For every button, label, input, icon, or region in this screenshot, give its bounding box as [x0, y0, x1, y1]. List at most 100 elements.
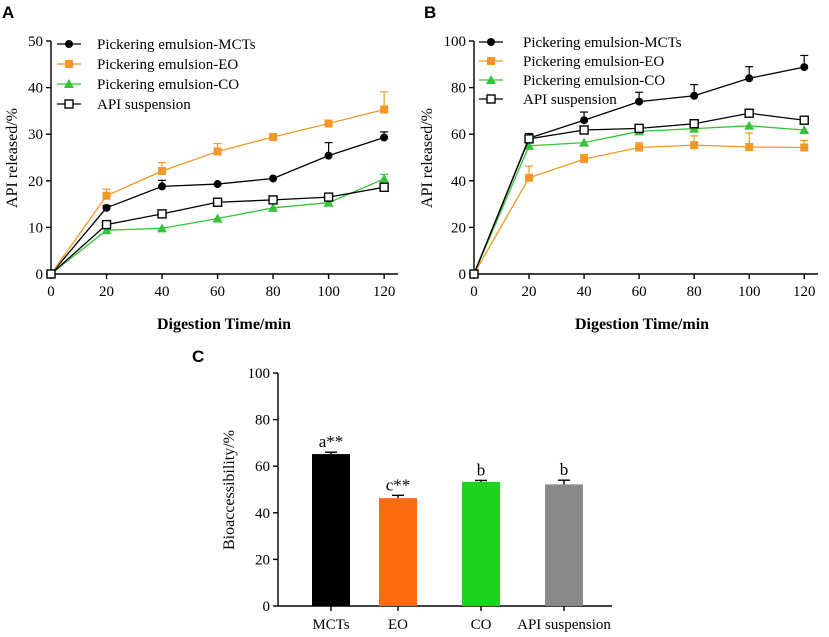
data-point-eo: [324, 119, 333, 128]
legend-marker: [64, 79, 74, 88]
x-tick-label: 100: [317, 284, 340, 300]
bar-group-0: a**: [312, 432, 350, 606]
panel-b-label: B: [424, 3, 436, 22]
legend-marker: [486, 75, 496, 84]
significance-label: c**: [386, 475, 411, 494]
legend-label: Pickering emulsion-CO: [97, 77, 239, 93]
panel-a-label: A: [2, 3, 14, 22]
x-tick-label: 20: [99, 284, 114, 300]
data-point-mcts: [324, 151, 333, 160]
panel-c-label: C: [192, 347, 204, 366]
data-point-eo: [102, 191, 111, 200]
panel-b-ticks: 0 20 40 60 80 100 0 20 40 60 80 100 120: [444, 34, 816, 300]
legend-label: Pickering emulsion-EO: [523, 54, 664, 70]
data-point-api: [157, 209, 167, 219]
bar: [312, 454, 350, 606]
y-tick-label: 100: [444, 34, 467, 50]
data-point-eo: [158, 167, 167, 176]
panel-b: B API released/% Digestion Time/min 0 20 4…: [419, 3, 818, 333]
x-tick-label: EO: [388, 617, 408, 633]
x-tick-label: 120: [373, 284, 396, 300]
bar-group-3: b: [545, 460, 583, 606]
data-point-api: [46, 269, 56, 279]
panel-a: A API released/% Digestion Time/min 0 10 2…: [2, 3, 398, 333]
data-point-mcts: [158, 182, 167, 191]
legend-entry-co: Pickering emulsion-CO: [479, 73, 665, 89]
x-tick-label: CO: [471, 617, 492, 633]
legend-entry-eo: Pickering emulsion-EO: [479, 54, 664, 70]
data-point-eo: [380, 105, 389, 114]
panel-b-x-axis-label: Digestion Time/min: [575, 316, 709, 333]
x-tick-label: MCTs: [312, 617, 349, 633]
data-point-co: [101, 225, 112, 235]
y-tick-label: 40: [28, 81, 43, 97]
data-point-co: [524, 140, 535, 150]
significance-label: b: [560, 460, 569, 479]
legend-entry-api: API suspension: [479, 92, 617, 108]
data-point-co: [579, 137, 590, 147]
data-point-eo: [690, 141, 699, 150]
legend-label: Pickering emulsion-CO: [523, 73, 665, 89]
y-tick-label: 100: [248, 366, 271, 382]
data-point-api: [323, 192, 334, 202]
series-line-eo: [50, 108, 385, 275]
x-tick-label: 40: [577, 284, 592, 300]
y-tick-label: 10: [28, 220, 43, 236]
legend-label: Pickering emulsion-MCTs: [97, 37, 256, 53]
significance-label: b: [477, 460, 486, 479]
panel-a-x-axis-label: Digestion Time/min: [157, 316, 291, 333]
bar-group-1: c**: [379, 475, 417, 606]
data-point-eo: [269, 132, 278, 141]
data-point-mcts: [380, 133, 389, 142]
series-co: [46, 173, 390, 278]
legend-entry-mcts: Pickering emulsion-MCTs: [479, 35, 682, 51]
legend-marker: [487, 38, 495, 46]
y-tick-label: 20: [28, 174, 43, 190]
data-point-co: [744, 120, 755, 130]
legend-entry-api: API suspension: [57, 97, 191, 113]
panel-a-series: [46, 91, 390, 279]
y-tick-label: 50: [28, 34, 43, 50]
series-line-eo: [473, 144, 805, 275]
series-line-co: [50, 178, 385, 275]
x-tick-label: 120: [793, 284, 816, 300]
x-tick-label: 60: [632, 284, 647, 300]
data-point-mcts: [690, 91, 699, 100]
data-point-eo: [745, 143, 754, 152]
legend-marker: [65, 60, 73, 68]
series-eo: [470, 132, 809, 278]
legend-marker: [65, 40, 73, 48]
legend-marker: [486, 94, 496, 104]
data-point-co: [212, 213, 223, 223]
y-tick-label: 80: [255, 413, 270, 429]
data-point-eo: [525, 173, 534, 182]
data-point-api: [634, 123, 644, 134]
panel-a-ticks: 0 10 20 30 40 50 0 20 40 60 80 100 120: [28, 34, 395, 300]
bar-group-2: b: [462, 460, 500, 606]
x-tick-label: 80: [266, 284, 281, 300]
legend-label: Pickering emulsion-MCTs: [523, 35, 682, 51]
data-point-api: [524, 134, 534, 144]
y-tick-label: 20: [451, 220, 466, 236]
panel-b-y-axis-label: API released/%: [419, 108, 436, 208]
data-point-mcts: [269, 174, 278, 183]
significance-label: a**: [319, 432, 344, 451]
data-point-api: [212, 197, 223, 207]
x-tick-label: 0: [470, 284, 478, 300]
data-point-api: [101, 219, 112, 230]
data-point-co: [323, 197, 334, 207]
data-point-api: [379, 182, 389, 193]
data-point-mcts: [213, 180, 222, 189]
y-tick-label: 40: [255, 506, 270, 522]
panel-a-y-axis-label: API released/%: [4, 108, 21, 208]
data-point-api: [469, 269, 479, 279]
x-tick-label: 0: [47, 284, 55, 300]
data-point-api: [579, 125, 589, 135]
data-point-api: [268, 195, 278, 205]
panel-c-y-axis-label: Bioaccessibility/%: [221, 430, 238, 550]
legend-marker: [487, 57, 495, 65]
y-tick-label: 60: [255, 459, 270, 475]
legend-label: API suspension: [97, 97, 191, 113]
x-tick-label: 60: [210, 284, 225, 300]
